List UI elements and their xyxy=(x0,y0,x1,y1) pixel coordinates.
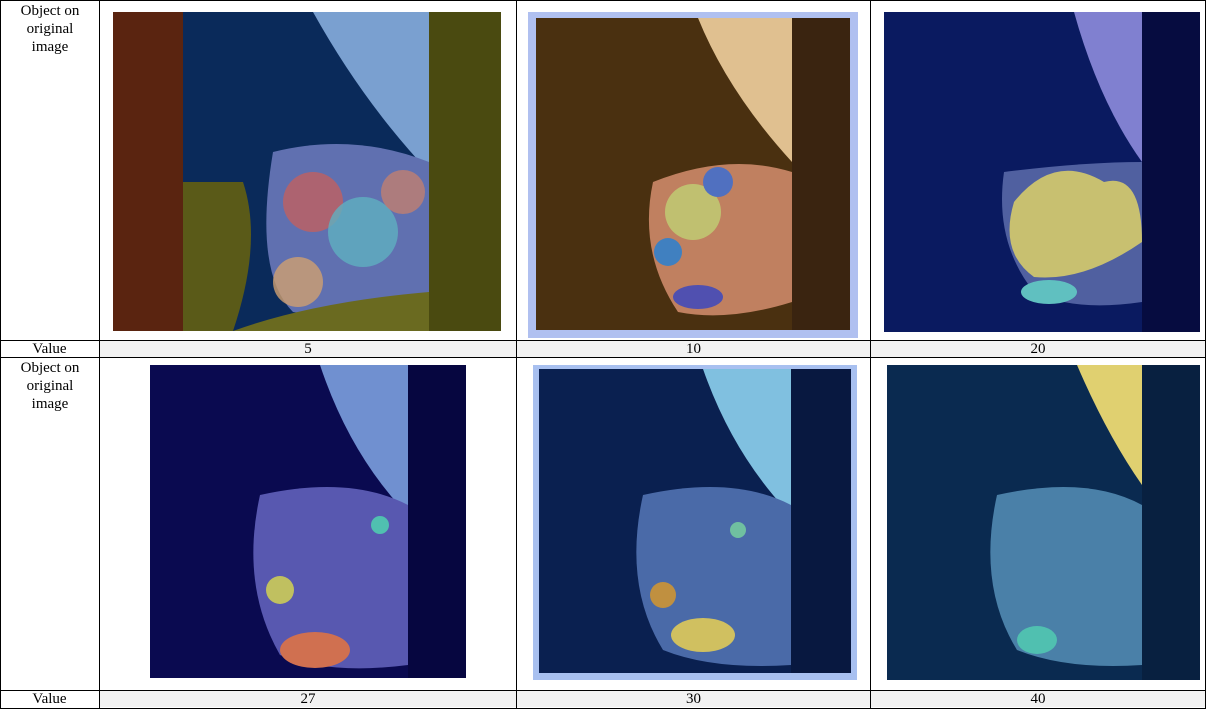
rule xyxy=(0,357,1206,358)
rule xyxy=(99,0,100,709)
segmentation-image xyxy=(887,365,1200,680)
value: 27 xyxy=(300,691,316,707)
rule xyxy=(870,0,871,709)
rule xyxy=(0,0,1,709)
segmentation-image xyxy=(884,12,1200,332)
value: 40 xyxy=(1030,691,1046,707)
row-label: Object on original image xyxy=(20,360,80,412)
value: 10 xyxy=(686,341,701,357)
row-label: Object on original image xyxy=(20,3,80,55)
segmentation-image xyxy=(150,365,466,678)
value-row-bg xyxy=(100,691,1205,707)
segmentation-image xyxy=(528,12,858,338)
rule xyxy=(0,0,1206,1)
segmentation-image xyxy=(533,365,857,680)
value-row-bg xyxy=(100,341,1205,357)
rule xyxy=(0,690,1206,691)
row-label: Value xyxy=(32,691,67,707)
value: 20 xyxy=(1030,341,1046,357)
segmentation-image xyxy=(113,12,501,331)
value: 5 xyxy=(304,341,312,357)
value: 30 xyxy=(686,691,701,707)
rule xyxy=(516,0,517,709)
row-label: Value xyxy=(32,341,67,357)
rule xyxy=(0,340,1206,341)
